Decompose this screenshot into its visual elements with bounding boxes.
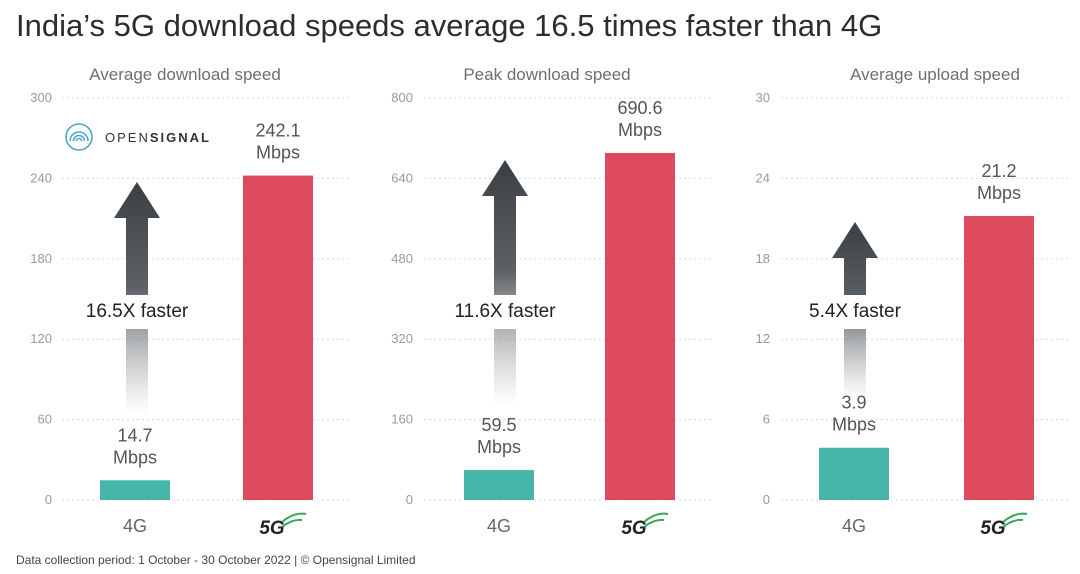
speedup-annotation: 11.6X faster	[454, 301, 556, 322]
category-label-5g: 5G	[259, 518, 285, 539]
bar-unit-label: Mbps	[832, 415, 876, 435]
signal-swoosh-icon	[281, 512, 307, 523]
y-tick-label: 480	[391, 251, 413, 266]
signal-swoosh-icon	[281, 518, 303, 528]
y-tick-label: 60	[38, 412, 52, 427]
bar-4g	[819, 447, 889, 500]
bar-unit-label: Mbps	[477, 437, 521, 457]
y-tick-label: 640	[391, 170, 413, 185]
opensignal-logo-text: OPENSIGNAL	[105, 130, 211, 145]
y-tick-label: 300	[30, 90, 52, 105]
y-tick-label: 160	[391, 412, 413, 427]
y-tick-label: 240	[30, 170, 52, 185]
speedup-annotation: 5.4X faster	[809, 301, 902, 322]
annotation-backdrop	[443, 295, 567, 329]
opensignal-logo: OPENSIGNAL	[65, 123, 211, 151]
chart-title: India’s 5G download speeds average 16.5 …	[16, 8, 883, 43]
y-tick-label: 30	[756, 90, 770, 105]
bar-5g	[605, 152, 675, 500]
footer-note: Data collection period: 1 October - 30 O…	[16, 553, 416, 567]
bar-value-label: 14.7	[117, 425, 152, 445]
bar-value-label: 21.2	[981, 161, 1016, 181]
y-tick-label: 120	[30, 331, 52, 346]
bar-unit-label: Mbps	[977, 183, 1021, 203]
y-tick-label: 0	[763, 492, 770, 507]
signal-swoosh-icon	[1002, 512, 1028, 523]
bar-value-label: 690.6	[617, 98, 662, 118]
y-tick-label: 0	[45, 492, 52, 507]
category-label-4g: 4G	[842, 516, 866, 536]
bar-4g	[100, 480, 170, 500]
bar-value-label: 242.1	[255, 121, 300, 141]
panel-title: Peak download speed	[463, 65, 630, 84]
y-tick-label: 18	[756, 251, 770, 266]
signal-swoosh-icon	[643, 518, 665, 528]
annotation-backdrop	[793, 295, 917, 329]
annotation-backdrop	[75, 295, 199, 329]
category-label-4g: 4G	[487, 516, 511, 536]
bar-unit-label: Mbps	[618, 120, 662, 140]
bar-4g	[464, 470, 534, 500]
category-label-5g: 5G	[980, 518, 1006, 539]
opensignal-logo-icon	[65, 123, 93, 151]
y-tick-label: 24	[756, 170, 770, 185]
speedup-annotation: 16.5X faster	[86, 301, 189, 322]
bar-value-label: 3.9	[841, 393, 866, 413]
signal-swoosh-icon	[1002, 518, 1024, 528]
bar-5g	[964, 215, 1034, 501]
bar-unit-label: Mbps	[113, 447, 157, 467]
panel-title: Average upload speed	[850, 65, 1020, 84]
category-label-4g: 4G	[123, 516, 147, 536]
panel-title: Average download speed	[89, 65, 281, 84]
y-tick-label: 800	[391, 90, 413, 105]
y-tick-label: 12	[756, 331, 770, 346]
bar-value-label: 59.5	[481, 415, 516, 435]
y-tick-label: 6	[763, 412, 770, 427]
signal-swoosh-icon	[643, 512, 669, 523]
bar-5g	[243, 175, 313, 500]
bar-unit-label: Mbps	[256, 143, 300, 163]
up-arrow-icon	[482, 160, 528, 405]
category-label-5g: 5G	[621, 518, 647, 539]
y-tick-label: 320	[391, 331, 413, 346]
y-tick-label: 0	[406, 492, 413, 507]
y-tick-label: 180	[30, 251, 52, 266]
